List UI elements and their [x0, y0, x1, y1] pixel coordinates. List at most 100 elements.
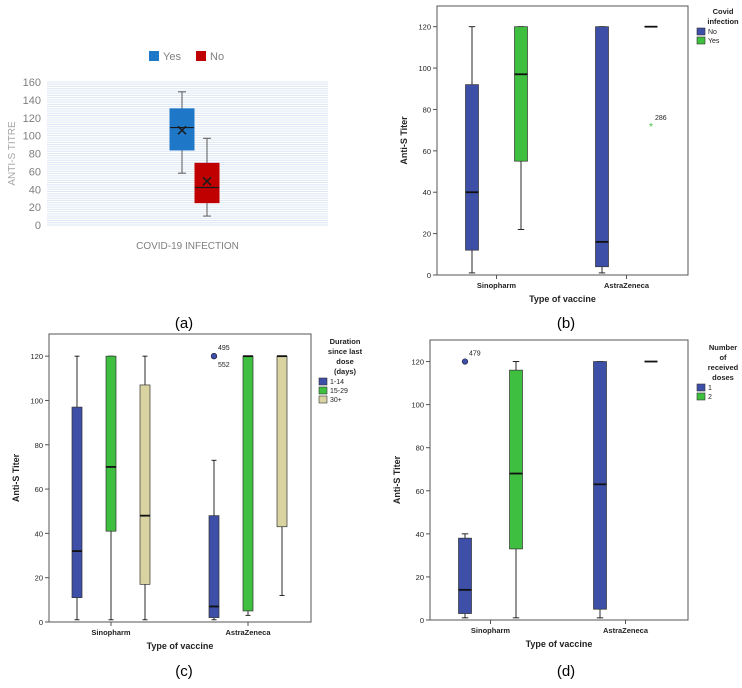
- box-30+: [276, 355, 288, 528]
- x-axis-label: COVID-19 INFECTION: [136, 241, 239, 252]
- legend-title: infection: [707, 17, 739, 26]
- box-1-14: [71, 406, 83, 598]
- x-tick-label: Sinopharm: [91, 628, 131, 637]
- legend-label: 30+: [330, 397, 342, 404]
- y-tick-label: 60: [29, 166, 41, 178]
- legend-label: 2: [708, 394, 712, 401]
- plot-frame: [429, 339, 689, 621]
- y-tick-label: 0: [427, 271, 431, 280]
- y-axis-label: Anti-S Titer: [392, 455, 402, 504]
- y-tick-label: 40: [29, 184, 41, 196]
- x-axis-label: Type of vaccine: [529, 294, 596, 304]
- y-tick-label: 100: [23, 131, 41, 143]
- box-2: [509, 369, 523, 550]
- legend-label: 1: [708, 385, 712, 392]
- legend-title: doses: [712, 373, 734, 382]
- box-yes: [514, 26, 528, 162]
- mean-marker: [177, 125, 187, 135]
- panel-d-caption: (d): [557, 663, 575, 680]
- box-1: [458, 537, 472, 614]
- x-tick-label: Sinopharm: [477, 281, 517, 290]
- y-tick-label: 80: [423, 105, 431, 114]
- y-tick-label: 40: [416, 530, 424, 539]
- legend-title: received: [708, 363, 739, 372]
- outlier-label: 286: [655, 115, 667, 122]
- panel-b: 0 20 40 60 80 100 120 Anti-S Titer Sinopharm Astr…: [399, 5, 739, 304]
- legend-title: since last: [328, 347, 363, 356]
- outlier-marker: *: [649, 122, 653, 133]
- legend-label: No: [708, 29, 717, 36]
- y-tick-label: 120: [411, 358, 424, 367]
- legend-swatch: [696, 383, 706, 392]
- y-axis-label: ANTI-S TITRE: [7, 121, 18, 186]
- y-tick-label: 120: [418, 23, 431, 32]
- y-tick-label: 160: [23, 77, 41, 89]
- y-tick-label: 80: [416, 444, 424, 453]
- outlier-label: 552: [218, 362, 230, 369]
- x-tick-label: AstraZeneca: [604, 281, 650, 290]
- y-tick-label: 20: [29, 202, 41, 214]
- box-30+: [139, 384, 151, 585]
- panel-a-caption: (a): [175, 315, 193, 332]
- panel-b-caption: (b): [557, 315, 575, 332]
- box-yes: [169, 108, 195, 151]
- box-15-29: [105, 355, 117, 532]
- y-tick-label: 100: [411, 401, 424, 410]
- y-tick-label: 0: [39, 618, 43, 627]
- outlier-label: 479: [469, 351, 481, 358]
- y-tick-label: 100: [418, 64, 431, 73]
- y-tick-label: 60: [416, 487, 424, 496]
- panel-a: 0 20 40 60 80 100 120 140 160 ANTI-S TITRE COVID-1…: [7, 51, 328, 252]
- y-tick-label: 40: [35, 529, 43, 538]
- legend-label: Yes: [163, 51, 181, 63]
- y-tick-label: 60: [35, 485, 43, 494]
- x-tick-label: AstraZeneca: [603, 626, 649, 635]
- outlier-marker: [210, 353, 218, 360]
- y-axis-label: Anti-S Titer: [399, 116, 409, 165]
- y-tick-label: 120: [30, 352, 43, 361]
- box-no: [194, 162, 220, 204]
- legend-title: dose: [336, 357, 354, 366]
- y-tick-label: 20: [416, 573, 424, 582]
- y-tick-label: 0: [420, 616, 424, 625]
- x-tick-label: Sinopharm: [471, 626, 511, 635]
- panel-d: 0 20 40 60 80 100 120 Anti-S Titer Sinopharm Astr…: [392, 339, 739, 649]
- legend-swatch: [149, 51, 159, 61]
- outlier-marker: [461, 358, 469, 365]
- legend-swatch: [696, 392, 706, 401]
- legend-swatch: [696, 36, 706, 45]
- panel-c: 0 20 40 60 80 100 120 Anti-S Titer Sinopharm Astr…: [11, 333, 363, 651]
- y-tick-label: 80: [29, 149, 41, 161]
- y-tick-label: 80: [35, 441, 43, 450]
- legend-title: of: [719, 353, 727, 362]
- panel-c-caption: (c): [175, 663, 193, 680]
- y-tick-label: 20: [423, 230, 431, 239]
- legend-label: 1-14: [330, 379, 344, 386]
- legend-swatch: [318, 395, 328, 404]
- box-no: [465, 84, 479, 251]
- legend-swatch: [196, 51, 206, 61]
- legend-title: Duration: [330, 337, 361, 346]
- y-tick-label: 140: [23, 95, 41, 107]
- plot-frame: [48, 333, 312, 623]
- x-tick-label: AstraZeneca: [225, 628, 271, 637]
- x-axis-label: Type of vaccine: [147, 641, 214, 651]
- legend-swatch: [318, 377, 328, 386]
- legend-label: Yes: [708, 38, 720, 45]
- y-tick-label: 0: [35, 220, 41, 232]
- box-1-14: [208, 515, 220, 618]
- legend-title: (days): [334, 367, 357, 376]
- y-tick-label: 100: [30, 396, 43, 405]
- legend-swatch: [696, 27, 706, 36]
- legend-label: No: [210, 51, 224, 63]
- y-tick-label: 60: [423, 147, 431, 156]
- box-1: [593, 361, 607, 610]
- y-axis-label: Anti-S Titer: [11, 453, 21, 502]
- x-axis-label: Type of vaccine: [526, 639, 593, 649]
- legend-label: 15-29: [330, 388, 348, 395]
- legend-title: Covid: [713, 7, 734, 16]
- plot-frame: [436, 5, 689, 276]
- outlier-label: 495: [218, 345, 230, 352]
- y-tick-label: 20: [35, 574, 43, 583]
